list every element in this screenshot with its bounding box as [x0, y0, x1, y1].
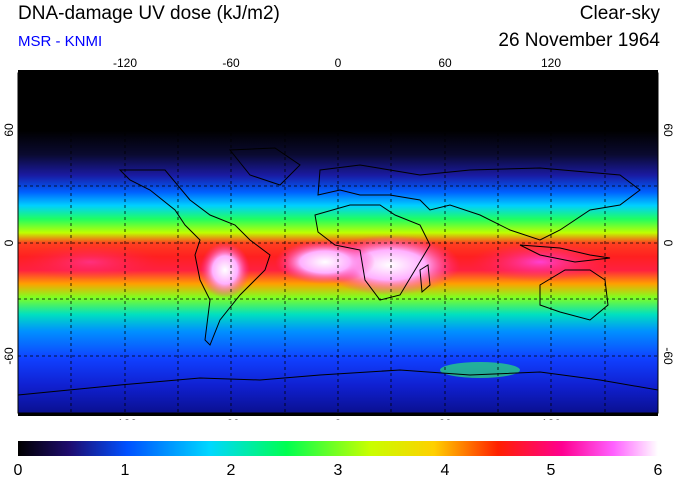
- lat-tick-right-1: 60: [661, 123, 675, 137]
- pacific-peak-region: [20, 244, 160, 280]
- lon-tick-top-5: 120: [541, 56, 561, 70]
- eurasia-coast: [317, 164, 641, 241]
- lon-tick-top-3: 0: [335, 56, 342, 70]
- indian-ocean-peak-region: [470, 242, 610, 282]
- lon-tick-bottom-3: 0: [335, 417, 342, 420]
- antarctic-green-patch: [440, 362, 520, 378]
- greenland-coast: [228, 147, 301, 186]
- bottom-axis-band: [18, 412, 658, 416]
- south-america-peak-region: [200, 242, 250, 298]
- uv-dose-map: -120 -60 0 60 120 -120 -60 0 60 120 60 0…: [2, 56, 675, 420]
- madagascar-coast: [419, 264, 431, 294]
- lat-tick-right-2: 0: [661, 240, 675, 247]
- colorbar-tick-4: 4: [441, 462, 450, 479]
- africa-coast: [314, 204, 431, 301]
- lon-tick-bottom-4: 60: [438, 417, 452, 420]
- colorbar-tick-3: 3: [334, 462, 343, 479]
- graticule: [18, 73, 658, 413]
- lon-tick-top-1: -120: [113, 56, 137, 70]
- indonesia-coast: [519, 244, 611, 263]
- sky-condition-label: Clear-sky: [579, 3, 660, 24]
- colorbar-tick-5: 5: [547, 462, 556, 479]
- colorbar-tick-0: 0: [14, 462, 23, 479]
- colorbar-tick-6: 6: [654, 462, 663, 479]
- coastlines: [18, 147, 658, 396]
- antarctica-coast: [18, 369, 658, 396]
- chart-title: DNA-damage UV dose (kJ/m2): [18, 3, 280, 24]
- map-frame: [17, 72, 659, 414]
- colorbar-tick-2: 2: [227, 462, 236, 479]
- australia-coast: [539, 269, 609, 321]
- top-axis-band: [18, 70, 658, 74]
- lat-tick-left-3: -60: [2, 347, 16, 365]
- americas-coast: [118, 169, 271, 346]
- lon-tick-bottom-1: -120: [113, 417, 137, 420]
- lon-tick-bottom-2: -60: [222, 417, 240, 420]
- lon-tick-top-2: -60: [222, 56, 240, 70]
- date-label: 26 November 1964: [498, 30, 660, 51]
- lon-tick-top-4: 60: [438, 56, 452, 70]
- lat-tick-left-2: 0: [2, 239, 16, 246]
- colorbar-tick-1: 1: [121, 462, 130, 479]
- source-label: MSR - KNMI: [18, 33, 103, 50]
- atlantic-peak-region: [275, 240, 375, 284]
- lat-tick-right-3: -60: [661, 347, 675, 365]
- lat-tick-left-1: 60: [2, 123, 16, 137]
- colorbar-gradient: [18, 441, 658, 456]
- lon-tick-bottom-5: 120: [541, 417, 561, 420]
